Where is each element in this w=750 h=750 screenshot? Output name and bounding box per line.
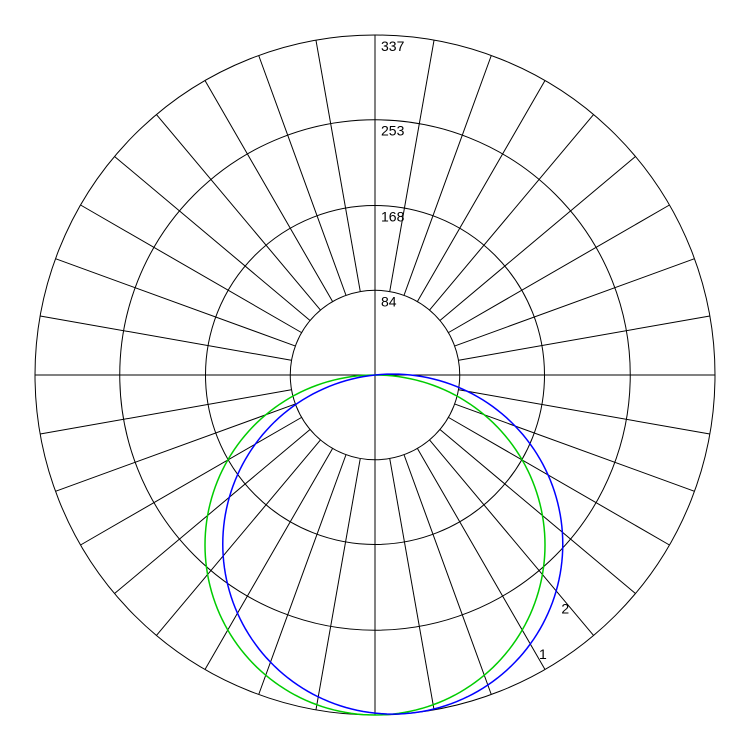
series-label-2: 2 bbox=[561, 601, 569, 617]
series-label-1: 1 bbox=[539, 646, 547, 662]
radial-tick-label: 253 bbox=[381, 123, 405, 139]
radial-tick-label: 84 bbox=[381, 293, 397, 309]
radial-tick-label: 168 bbox=[381, 209, 405, 225]
radial-tick-label: 337 bbox=[381, 38, 405, 54]
polar-chart: 1 2 84 168 253 337 bbox=[0, 0, 750, 750]
